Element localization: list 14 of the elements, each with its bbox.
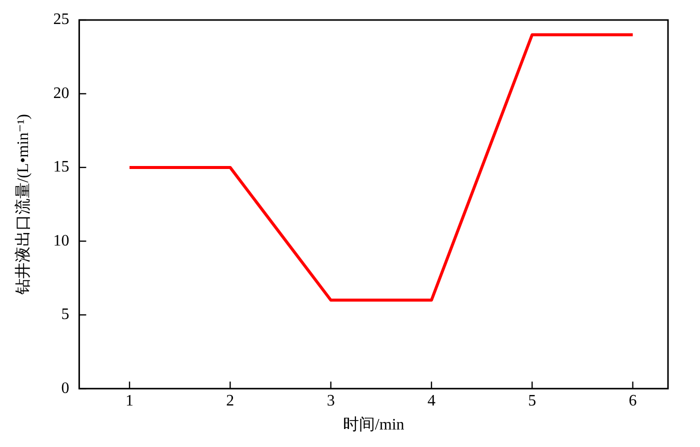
x-axis-title: 时间/min: [342, 416, 404, 434]
y-axis-title: 钻井液出口流量/(L•min⁻¹): [14, 114, 32, 296]
y-tick-label: 5: [61, 306, 70, 324]
x-tick-label: 6: [628, 392, 637, 410]
y-tick-label: 25: [53, 11, 70, 28]
x-tick-label: 4: [427, 392, 436, 410]
y-tick-label: 20: [53, 84, 70, 102]
x-tick-label: 5: [528, 392, 536, 410]
y-tick-label: 15: [53, 158, 70, 176]
x-tick-label: 3: [326, 392, 335, 410]
x-tick-label: 2: [226, 392, 234, 410]
x-tick-label: 1: [126, 392, 134, 410]
y-tick-label: 0: [61, 380, 70, 397]
y-tick-label: 10: [53, 232, 70, 250]
